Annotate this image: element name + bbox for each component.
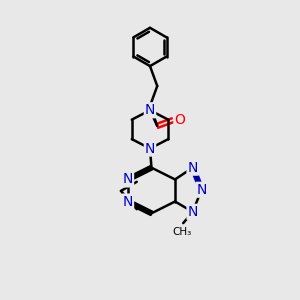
Text: N: N bbox=[188, 161, 198, 175]
Text: N: N bbox=[123, 172, 133, 186]
Text: N: N bbox=[145, 103, 155, 117]
Text: O: O bbox=[174, 113, 185, 127]
Text: N: N bbox=[196, 183, 207, 197]
Text: N: N bbox=[123, 194, 133, 208]
Text: N: N bbox=[188, 205, 198, 219]
Text: CH₃: CH₃ bbox=[172, 226, 191, 237]
Text: N: N bbox=[145, 142, 155, 155]
